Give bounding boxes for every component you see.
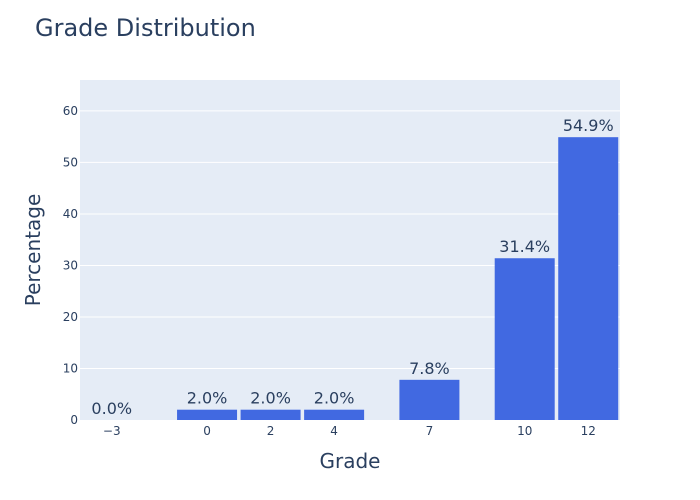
chart-title: Grade Distribution <box>35 14 256 42</box>
bar-data-label: 31.4% <box>499 237 550 256</box>
y-axis-title: Percentage <box>21 194 45 307</box>
y-tick-label: 60 <box>63 104 78 118</box>
bars-group <box>177 137 619 420</box>
bar-data-label: 2.0% <box>314 389 355 408</box>
bar <box>177 409 238 420</box>
x-tick-label: 0 <box>203 424 211 438</box>
bar-data-label: 7.8% <box>409 359 450 378</box>
y-tick-label: 10 <box>63 361 78 375</box>
y-tick-label: 30 <box>63 258 78 272</box>
bar-data-label: 2.0% <box>187 389 228 408</box>
x-axis-ticks: −3 0 2 4 7 10 12 <box>103 424 596 438</box>
data-labels-group: 0.0% 2.0% 2.0% 2.0% 7.8% 31.4% 54.9% <box>91 116 613 418</box>
y-tick-label: 40 <box>63 207 78 221</box>
x-tick-label: 7 <box>426 424 434 438</box>
x-axis-title: Grade <box>320 449 381 473</box>
bar <box>558 137 619 420</box>
y-tick-label: 50 <box>63 155 78 169</box>
x-tick-label: 10 <box>517 424 532 438</box>
bar-data-label: 54.9% <box>563 116 614 135</box>
bar <box>399 379 460 420</box>
y-tick-label: 20 <box>63 310 78 324</box>
y-tick-label: 0 <box>70 413 78 427</box>
x-tick-label: −3 <box>103 424 121 438</box>
bar <box>494 258 555 420</box>
bar-data-label: 0.0% <box>91 399 132 418</box>
bar <box>304 409 365 420</box>
x-tick-label: 2 <box>267 424 275 438</box>
bar <box>240 409 301 420</box>
y-axis-ticks: 0 10 20 30 40 50 60 <box>63 104 78 427</box>
x-tick-label: 4 <box>330 424 338 438</box>
x-tick-label: 12 <box>581 424 596 438</box>
bar-data-label: 2.0% <box>250 389 291 408</box>
